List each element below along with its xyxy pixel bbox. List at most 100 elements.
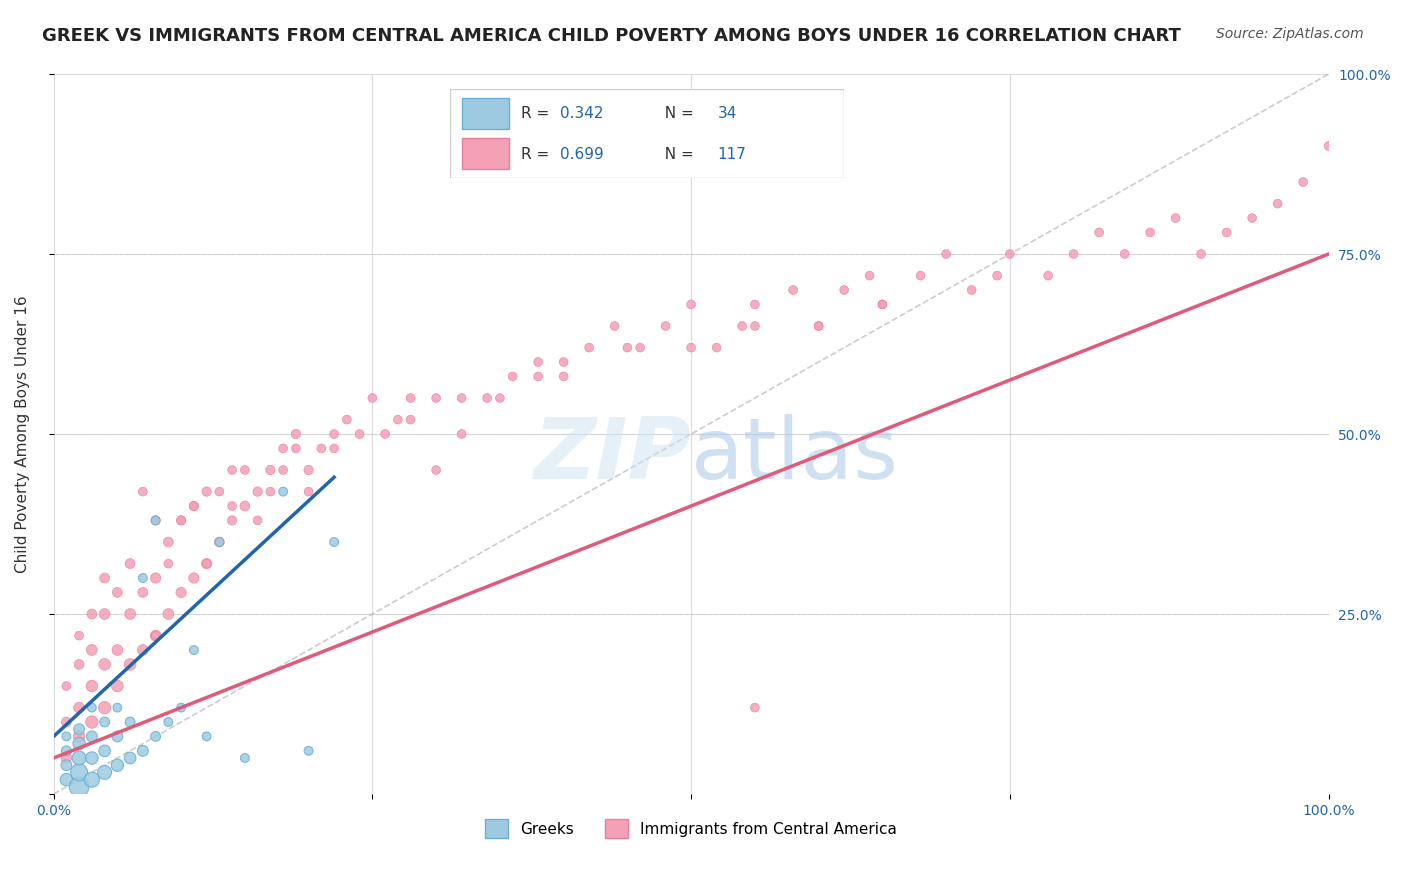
Point [553,355,575,369]
Point [681,297,703,311]
Text: Source: ZipAtlas.com: Source: ZipAtlas.com [1216,27,1364,41]
Point [1241,211,1264,225]
Point [120,607,142,621]
Point [475,391,498,405]
Point [298,463,321,477]
Point [80,730,103,744]
Point [93,571,115,585]
Point [832,283,855,297]
Point [527,369,550,384]
Point [998,247,1021,261]
Point [628,341,651,355]
Point [1267,196,1289,211]
Point [80,751,103,765]
Point [208,535,231,549]
Point [132,585,155,599]
Point [744,700,766,714]
FancyBboxPatch shape [450,89,844,178]
Point [120,714,142,729]
Point [93,744,115,758]
Point [271,442,294,456]
Point [527,355,550,369]
Point [1088,226,1111,240]
Point [120,657,142,672]
Point [80,772,103,787]
Point [157,535,180,549]
Point [132,744,155,758]
Point [67,751,90,765]
Point [782,283,804,297]
Point [744,297,766,311]
Point [323,442,346,456]
Point [195,730,218,744]
Text: 34: 34 [717,106,737,120]
Point [55,679,77,693]
Point [67,730,90,744]
Point [93,765,115,780]
Point [502,369,524,384]
Point [986,268,1008,283]
Point [105,585,128,599]
Point [93,607,115,621]
Point [489,391,512,405]
Point [284,442,307,456]
FancyBboxPatch shape [461,98,509,129]
Point [1063,247,1085,261]
Point [132,643,155,657]
Point [450,427,472,442]
Point [246,484,269,499]
Point [80,643,103,657]
Point [399,391,422,405]
Point [132,484,155,499]
Text: 0.699: 0.699 [560,147,605,161]
Point [553,369,575,384]
Point [183,499,205,513]
Point [450,391,472,405]
Point [807,318,830,333]
Text: ZIP: ZIP [533,414,692,497]
Point [195,557,218,571]
Point [259,463,281,477]
Point [221,513,243,527]
Point [105,643,128,657]
Point [960,283,983,297]
Point [170,700,193,714]
Point [807,318,830,333]
Point [145,730,167,744]
Point [259,484,281,499]
Point [681,341,703,355]
Point [105,730,128,744]
Point [157,714,180,729]
Point [399,412,422,426]
Point [67,700,90,714]
Point [1036,268,1059,283]
Point [105,700,128,714]
Text: N =: N = [655,147,699,161]
Point [233,463,256,477]
Point [1215,226,1237,240]
Point [67,723,90,737]
Point [145,513,167,527]
Y-axis label: Child Poverty Among Boys Under 16: Child Poverty Among Boys Under 16 [15,295,30,573]
Point [323,535,346,549]
Text: 117: 117 [717,147,747,161]
Point [55,744,77,758]
Point [105,679,128,693]
Point [221,463,243,477]
Point [859,268,882,283]
Point [145,571,167,585]
Point [67,765,90,780]
Point [105,758,128,772]
Text: R =: R = [520,147,554,161]
Point [208,535,231,549]
Point [157,607,180,621]
Point [55,758,77,772]
Point [323,427,346,442]
Point [1139,226,1161,240]
Point [603,318,626,333]
Point [145,513,167,527]
Point [654,318,676,333]
Point [132,571,155,585]
Point [93,714,115,729]
Point [170,513,193,527]
